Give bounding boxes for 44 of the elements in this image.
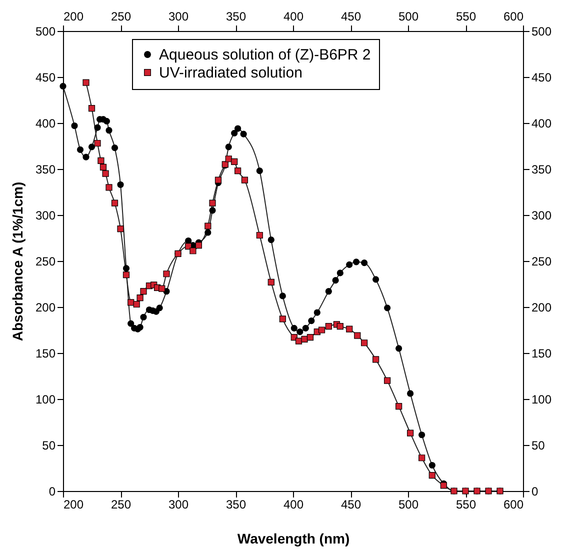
y2-tick-label: 350 xyxy=(532,162,552,176)
y-tick-label: 0 xyxy=(48,484,56,498)
x2-tick-label: 250 xyxy=(110,10,132,24)
y-tick-label: 400 xyxy=(35,116,56,130)
x2-tick-label: 450 xyxy=(340,10,362,24)
legend-label: UV-irradiated solution xyxy=(159,64,302,82)
x-tick-label: 600 xyxy=(503,498,524,512)
y2-tick-label: 50 xyxy=(532,438,546,452)
y2-tick-label: 450 xyxy=(532,70,552,84)
y2-tick-label: 0 xyxy=(532,484,538,498)
x-tick-label: 550 xyxy=(456,498,476,512)
x2-tick-label: 600 xyxy=(503,10,524,24)
x2-tick-label: 400 xyxy=(283,10,304,24)
y-tick-label: 450 xyxy=(35,70,56,84)
y-tick-label: 500 xyxy=(35,24,56,38)
x-tick-label: 250 xyxy=(110,498,132,512)
y-tick-label: 300 xyxy=(35,208,56,222)
y2-tick-label: 300 xyxy=(532,208,552,222)
y2-tick-label: 150 xyxy=(532,346,552,360)
y2-tick-label: 250 xyxy=(532,254,552,268)
x2-tick-label: 200 xyxy=(64,10,84,24)
y-tick-label: 50 xyxy=(42,438,56,452)
y-tick-label: 150 xyxy=(35,346,56,360)
x2-tick-label: 500 xyxy=(398,10,419,24)
y-tick-label: 100 xyxy=(35,392,56,406)
y2-tick-label: 400 xyxy=(532,116,552,130)
y-tick-label: 350 xyxy=(35,162,56,176)
x2-tick-label: 300 xyxy=(168,10,189,24)
x-axis-title: Wavelength (nm) xyxy=(237,530,350,546)
y2-tick-label: 100 xyxy=(532,392,552,406)
y2-tick-label: 200 xyxy=(532,300,552,314)
x2-tick-label: 550 xyxy=(456,10,476,24)
y2-tick-label: 500 xyxy=(532,24,552,38)
x-tick-label: 500 xyxy=(398,498,419,512)
x-tick-label: 400 xyxy=(283,498,304,512)
y-tick-label: 200 xyxy=(35,300,56,314)
x-tick-label: 450 xyxy=(340,498,362,512)
x2-tick-label: 350 xyxy=(226,10,246,24)
y-axis-title: Absorbance A (1%/1cm) xyxy=(9,182,26,342)
x-tick-label: 300 xyxy=(168,498,189,512)
x-tick-label: 200 xyxy=(64,498,84,512)
y-tick-label: 250 xyxy=(35,254,56,268)
x-tick-label: 350 xyxy=(226,498,246,512)
legend-label: Aqueous solution of (Z)-B6PR 2 xyxy=(159,46,371,64)
